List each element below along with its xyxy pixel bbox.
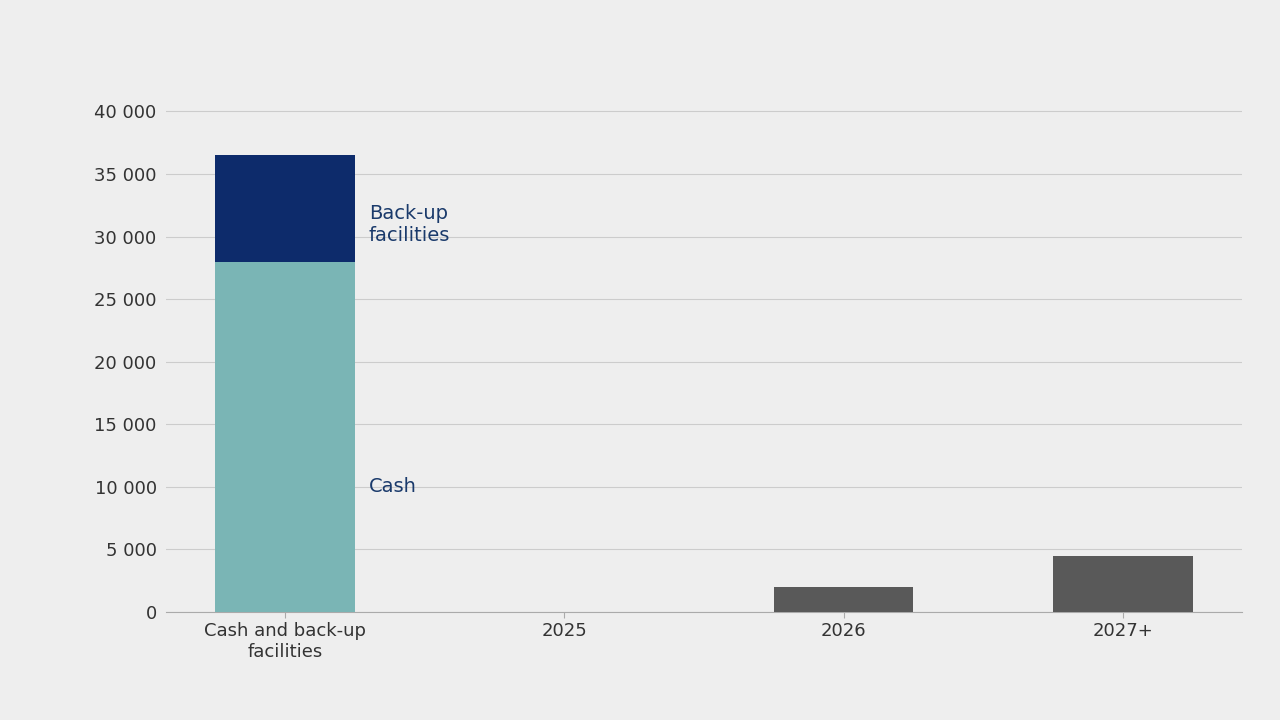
Text: Cash: Cash — [369, 477, 417, 496]
Bar — [215, 156, 355, 261]
Bar — [215, 261, 355, 612]
Bar — [1053, 556, 1193, 612]
Text: Back-up
facilities: Back-up facilities — [369, 204, 451, 245]
Bar — [774, 587, 914, 612]
